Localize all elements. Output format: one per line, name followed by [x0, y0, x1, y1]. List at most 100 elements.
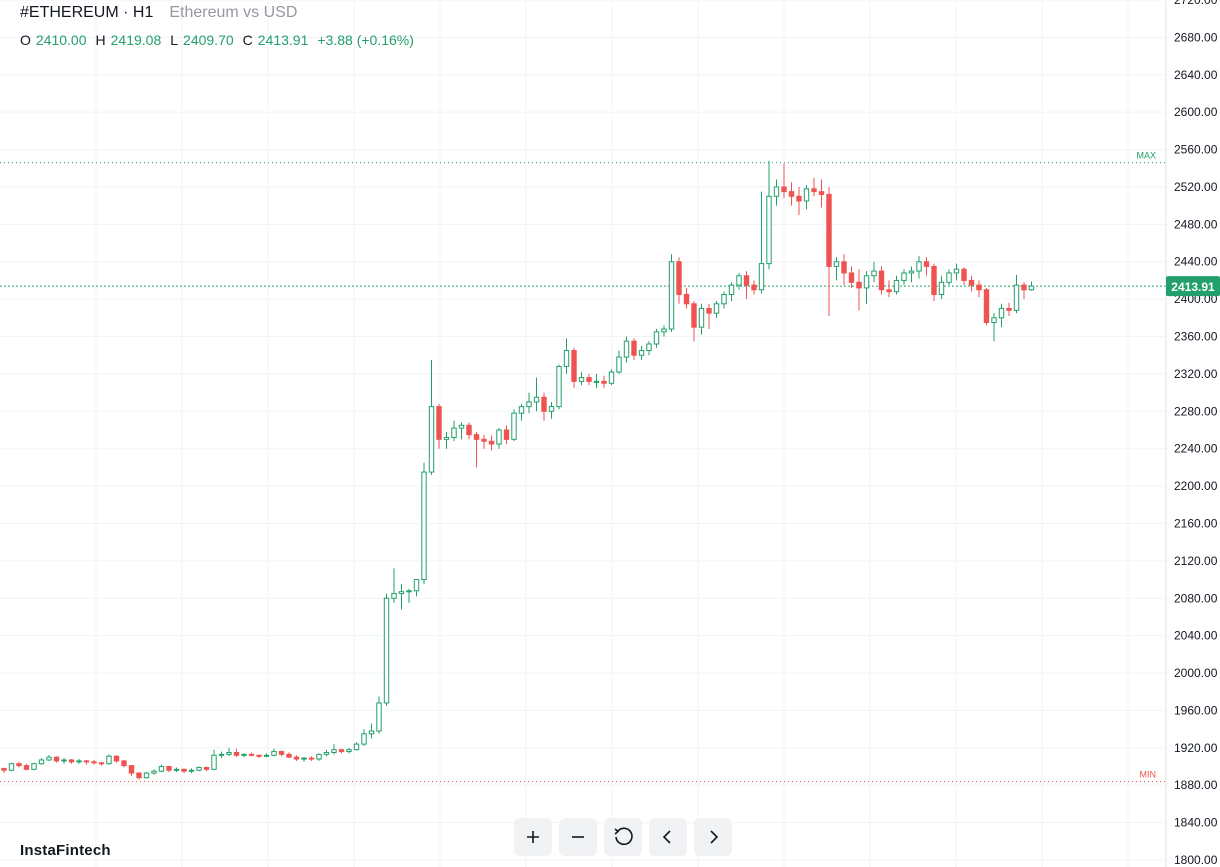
candle: [383, 593, 390, 706]
candle: [451, 420, 457, 442]
candle: [511, 409, 517, 442]
candle: [923, 257, 930, 276]
candle: [1006, 302, 1012, 316]
candle: [271, 748, 277, 757]
candle: [518, 403, 525, 421]
candle: [713, 301, 720, 318]
y-tick-label: 1880.00: [1174, 778, 1218, 792]
candle: [248, 752, 255, 757]
candle: [631, 338, 637, 360]
min-label: MIN: [1140, 769, 1157, 779]
candle: [878, 266, 885, 295]
scroll-left-button[interactable]: [649, 818, 687, 856]
candle: [938, 275, 945, 300]
candle: [968, 275, 975, 292]
candle: [181, 768, 187, 774]
y-tick-label: 2080.00: [1174, 591, 1218, 605]
candle: [428, 359, 435, 475]
scroll-right-button[interactable]: [694, 818, 732, 856]
candle: [773, 179, 780, 206]
candle: [68, 759, 75, 764]
high-value: 2419.08: [110, 32, 162, 48]
candle: [728, 282, 735, 301]
y-tick-label: 1800.00: [1174, 853, 1218, 867]
y-tick-label: 2120.00: [1174, 554, 1218, 568]
candle: [316, 753, 322, 761]
candle: [406, 588, 412, 603]
candle: [676, 257, 682, 304]
candle: [226, 747, 232, 757]
candle: [803, 185, 810, 210]
candle: [166, 765, 172, 773]
price-axis[interactable]: 1800.00 1840.00 1880.00 1920.00 1960.00 2000.…: [1165, 0, 1220, 867]
candle: [106, 754, 112, 765]
y-tick-label: 2040.00: [1174, 629, 1218, 643]
candle: [203, 766, 210, 772]
candle: [841, 254, 847, 286]
candle: [1013, 274, 1020, 314]
y-tick-label: 2440.00: [1174, 255, 1218, 269]
candle: [571, 347, 577, 388]
y-tick-label: 2240.00: [1174, 442, 1218, 456]
candle: [1, 767, 7, 774]
candle: [766, 160, 772, 270]
zoom-in-button[interactable]: [514, 818, 552, 856]
candle: [668, 254, 675, 332]
candle: [211, 749, 217, 771]
candle: [256, 754, 262, 759]
candle: [998, 303, 1005, 328]
candle: [421, 462, 427, 585]
candles: [1, 160, 1035, 780]
candle: [758, 191, 765, 294]
candle: [61, 758, 67, 764]
candle: [308, 756, 315, 761]
open-value: 2410.00: [35, 32, 87, 48]
candle: [338, 748, 345, 754]
candle: [608, 369, 615, 386]
candle: [83, 759, 90, 765]
candle: [653, 329, 660, 348]
candle: [871, 261, 877, 283]
candle: [113, 755, 120, 763]
candle: [436, 403, 442, 449]
candle: [353, 742, 360, 751]
candle: [886, 280, 892, 298]
candle: [908, 266, 915, 283]
candle: [413, 579, 420, 597]
y-tick-label: 2320.00: [1174, 367, 1218, 381]
candle: [953, 263, 960, 281]
high-label: H: [95, 32, 106, 48]
candle: [976, 280, 982, 298]
candle: [811, 177, 817, 197]
candle: [601, 375, 607, 388]
chart-header: #ETHEREUM · H1 Ethereum vs USD: [20, 4, 297, 22]
candle: [751, 280, 757, 295]
candle: [781, 163, 787, 199]
candle: [646, 341, 652, 356]
candle: [721, 291, 727, 309]
candle: [128, 765, 135, 776]
candle: [548, 401, 555, 419]
brand-logo: InstaFintech: [20, 842, 111, 859]
candle: [556, 364, 562, 410]
candle: [368, 723, 375, 739]
minus-icon: [572, 836, 584, 838]
candle: [683, 287, 690, 309]
candle: [241, 753, 247, 758]
reset-button[interactable]: [604, 818, 642, 856]
candle: [293, 755, 300, 761]
reset-icon: [614, 827, 633, 846]
candle: [398, 584, 405, 610]
plus-icon: [527, 831, 539, 843]
candle: [143, 772, 150, 779]
candle: [541, 392, 547, 421]
candle: [796, 186, 802, 215]
candle: [743, 271, 750, 300]
candle: [473, 431, 480, 468]
candle: [188, 768, 195, 774]
candle: [263, 753, 270, 758]
candle: [893, 275, 900, 295]
zoom-out-button[interactable]: [559, 818, 597, 856]
candle: [1028, 281, 1035, 291]
